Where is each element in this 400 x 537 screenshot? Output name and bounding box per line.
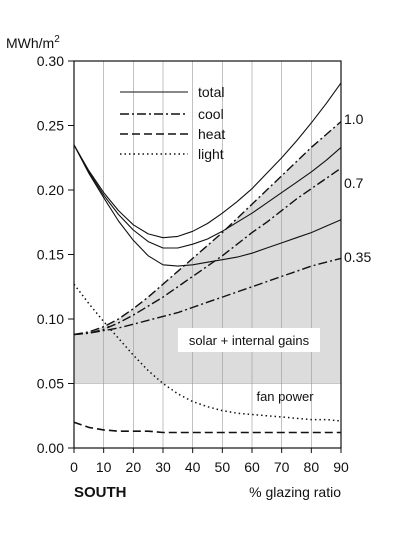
legend: total cool heat light [120, 84, 225, 162]
y-tick-label-0.30: 0.30 [37, 53, 64, 69]
series-cool-1-0 [73, 121, 342, 336]
curve-label-0-7: 0.7 [344, 175, 364, 191]
band-label-gains: solar + internal gains [189, 333, 310, 348]
band-label-fan-power: fan power [256, 389, 314, 404]
axis-layer: 0.00 0.05 0.10 0.15 0.20 0.25 0.30 0 10 20 30 40 50 6… [37, 53, 349, 475]
series-total-0-35 [73, 144, 342, 267]
series-total-0-7 [73, 144, 342, 249]
gains-label-bg [178, 328, 320, 352]
legend-label-cool: cool [198, 106, 224, 122]
x-tick-label-40: 40 [185, 459, 201, 475]
legend-label-total: total [198, 84, 224, 100]
y-unit-label: MWh/m2 [6, 34, 60, 51]
x-tick-label-60: 60 [244, 459, 260, 475]
x-tick-label-90: 90 [333, 459, 349, 475]
x-tick-label-0: 0 [70, 459, 78, 475]
x-tick-label-30: 30 [155, 459, 171, 475]
series-total-1-0 [73, 82, 342, 239]
y-tick-label-0.05: 0.05 [37, 376, 64, 392]
y-tick-label-0.25: 0.25 [37, 118, 64, 134]
orientation-label: SOUTH [74, 484, 127, 501]
band-layer [74, 121, 341, 384]
y-tick-label-0.20: 0.20 [37, 182, 64, 198]
series-cool-0-35 [73, 257, 342, 336]
grid-layer [103, 61, 312, 448]
curve-label-0-35: 0.35 [344, 249, 371, 265]
x-tick-label-50: 50 [215, 459, 231, 475]
x-tick-label-20: 20 [126, 459, 142, 475]
legend-label-heat: heat [198, 126, 225, 142]
y-tick-label-0.00: 0.00 [37, 440, 64, 456]
y-tick-label-0.15: 0.15 [37, 247, 64, 263]
series-layer [73, 82, 342, 434]
x-tick-label-80: 80 [304, 459, 320, 475]
x-axis-label: % glazing ratio [249, 484, 341, 500]
band-solar-internal-gains [74, 121, 341, 384]
legend-label-light: light [198, 146, 224, 162]
curve-label-1-0: 1.0 [344, 111, 364, 127]
x-tick-label-10: 10 [96, 459, 112, 475]
series-heat [73, 421, 341, 434]
series-cool-0-7 [73, 167, 342, 336]
y-tick-label-0.10: 0.10 [37, 311, 64, 327]
x-tick-label-70: 70 [274, 459, 290, 475]
